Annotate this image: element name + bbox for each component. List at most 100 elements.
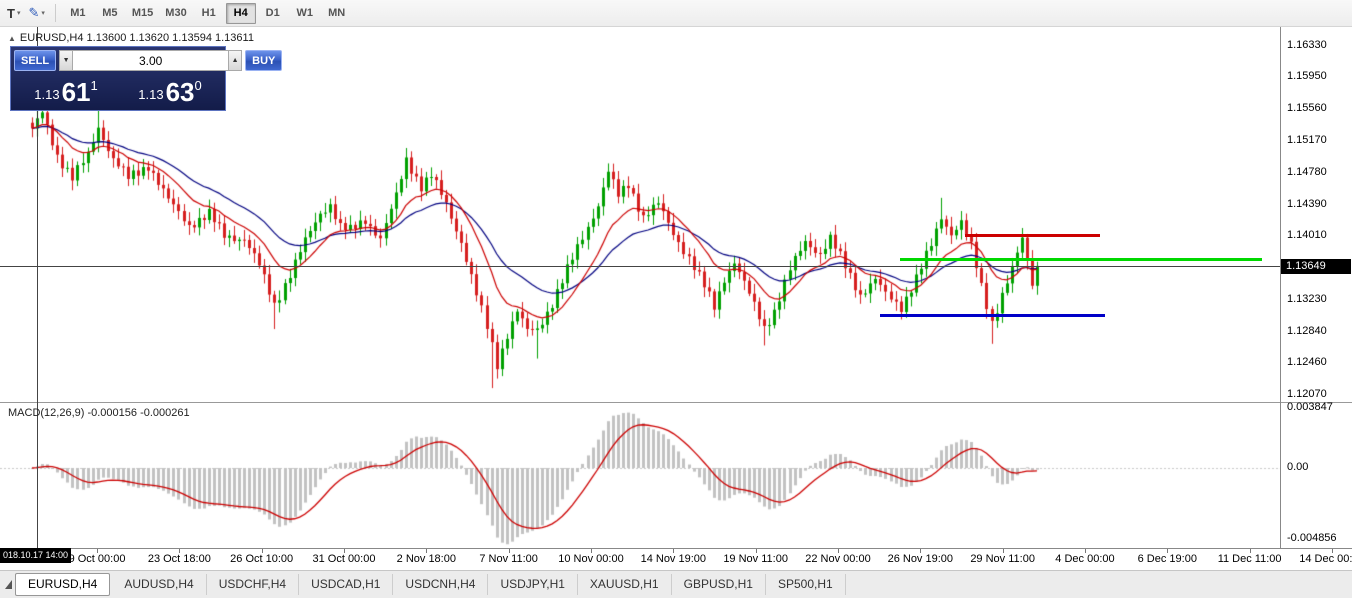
volume-decrease-button[interactable]: ▼ xyxy=(59,50,74,71)
price-axis-label: 1.14390 xyxy=(1287,198,1327,211)
timeframe-button-m5[interactable]: M5 xyxy=(102,6,118,19)
bid-prefix: 1.13 xyxy=(34,87,60,102)
crosshair-hline xyxy=(0,266,1280,267)
price-axis-label: 1.12840 xyxy=(1287,325,1327,338)
crosshair-date-badge: 018.10.17 14:00 xyxy=(0,548,72,563)
ask-prefix: 1.13 xyxy=(138,87,164,102)
time-axis-label: 29 Nov 11:00 xyxy=(970,553,1035,565)
macd-axis-label: 0.003847 xyxy=(1287,400,1333,413)
volume-field: ▼ ▲ xyxy=(59,50,243,71)
chart-ohlc-text: EURUSD,H4 1.13600 1.13620 1.13594 1.1361… xyxy=(19,32,254,44)
time-axis-label: 10 Nov 00:00 xyxy=(558,553,624,565)
chart-tab-gbpusd[interactable]: GBPUSD,H1 xyxy=(672,574,766,595)
pointer-tool-icon: T xyxy=(7,5,15,21)
timeframe-button-m30[interactable]: M30 xyxy=(165,6,187,19)
draw-tool-icon: ✎ xyxy=(28,5,40,20)
bid-pip-digit: 1 xyxy=(90,78,98,93)
bid-big-digits: 61 xyxy=(61,77,91,107)
time-axis-label: 14 Dec 00:00 xyxy=(1299,553,1352,565)
timeframe-button-h4[interactable]: H4 xyxy=(225,2,256,24)
price-axis[interactable]: 1.13649 1.16330 1.15950 1.15560 1.15170 1.14… xyxy=(1281,27,1352,548)
time-axis-label: 2 Nov 18:00 xyxy=(396,553,456,565)
bid-price: 1.13 61 1 xyxy=(14,71,118,107)
chart-tab-xauusd[interactable]: XAUUSD,H1 xyxy=(578,574,672,595)
time-axis-label: 6 Dec 19:00 xyxy=(1137,553,1197,565)
panel-splitter[interactable] xyxy=(0,402,1352,403)
time-axis-tick xyxy=(1003,549,1004,553)
timeframe-button-m15[interactable]: M15 xyxy=(131,6,154,19)
support-line[interactable] xyxy=(880,314,1105,317)
ask-price: 1.13 63 0 xyxy=(118,71,222,107)
tabs-bar: EURUSD,H4 AUDUSD,H4 USDCHF,H4 USDCAD,H1 USDC… xyxy=(0,570,1352,598)
price-axis-label: 1.15170 xyxy=(1287,134,1327,147)
timeframe-button-d1[interactable]: D1 xyxy=(265,6,280,19)
resistance-line[interactable] xyxy=(965,234,1100,237)
timeframe-button-w1[interactable]: W1 xyxy=(296,6,313,19)
sell-button[interactable]: SELL xyxy=(14,50,57,71)
volume-input[interactable] xyxy=(73,50,229,71)
time-axis-label: 4 Dec 00:00 xyxy=(1055,553,1115,565)
timeframe-button-mn[interactable]: MN xyxy=(328,6,346,19)
ask-big-digits: 63 xyxy=(165,77,195,107)
time-axis-label: 26 Oct 10:00 xyxy=(230,553,294,565)
chart-tab-usdcnh[interactable]: USDCNH,H4 xyxy=(393,574,489,595)
time-axis-tick xyxy=(509,549,510,553)
time-axis-label: 31 Oct 00:00 xyxy=(312,553,376,565)
tab-scroll-icon[interactable] xyxy=(5,580,12,589)
chart-tab-audusd[interactable]: AUDUSD,H4 xyxy=(112,574,207,595)
chart-tab-eurusd[interactable]: EURUSD,H4 xyxy=(15,573,111,596)
time-axis-tick xyxy=(920,549,921,553)
timeframe-bar: M1 M5 M15 M30 H1 H4 D1 W1 MN xyxy=(62,2,353,24)
buy-button[interactable]: BUY xyxy=(245,50,283,71)
price-axis-label: 1.16330 xyxy=(1287,39,1327,52)
chart-tab-usdchf[interactable]: USDCHF,H4 xyxy=(207,574,300,595)
price-axis-label: 1.13230 xyxy=(1287,293,1327,306)
time-axis-tick xyxy=(1250,549,1251,553)
time-axis[interactable]: 9 Oct 00:00 23 Oct 18:00 26 Oct 10:00 31 Oc… xyxy=(0,549,1352,570)
time-axis-tick xyxy=(1085,549,1086,553)
ask-pip-digit: 0 xyxy=(194,78,202,93)
caret-down-icon: ▾ xyxy=(41,10,45,17)
time-axis-label: 14 Nov 19:00 xyxy=(640,553,707,565)
time-axis-tick xyxy=(179,549,180,553)
time-axis-label: 9 Oct 00:00 xyxy=(68,553,126,565)
time-axis-tick xyxy=(756,549,757,553)
volume-increase-button[interactable]: ▲ xyxy=(228,50,243,71)
chart-tab-usdcad[interactable]: USDCAD,H1 xyxy=(299,574,394,595)
timeframe-button-h1[interactable]: H1 xyxy=(201,6,216,19)
time-axis-tick xyxy=(97,549,98,553)
price-axis-label: 1.12070 xyxy=(1287,388,1327,401)
time-axis-tick xyxy=(344,549,345,553)
current-level-line[interactable] xyxy=(900,258,1262,261)
draw-tool-button[interactable]: ✎ ▾ xyxy=(25,3,47,24)
macd-indicator-canvas[interactable] xyxy=(0,403,1281,548)
chart-tab-sp500[interactable]: SP500,H1 xyxy=(766,574,846,595)
price-axis-label: 1.15560 xyxy=(1287,102,1327,115)
price-axis-label: 1.14780 xyxy=(1287,166,1327,179)
time-axis-label: 19 Nov 11:00 xyxy=(723,553,788,565)
top-toolbar: T ▾ ✎ ▾ M1 M5 M15 M30 H1 H4 D1 W1 MN xyxy=(0,0,1352,27)
macd-axis-label: 0.00 xyxy=(1287,461,1309,473)
price-axis-label: 1.15950 xyxy=(1287,70,1327,83)
one-click-trading-panel: SELL ▼ ▲ BUY 1.13 61 1 1.13 63 0 xyxy=(10,46,283,111)
price-axis-label: 1.12460 xyxy=(1287,356,1327,369)
time-axis-tick xyxy=(426,549,427,553)
time-axis-tick xyxy=(673,549,674,553)
caret-down-icon: ▾ xyxy=(16,10,21,17)
time-axis-tick xyxy=(1332,549,1333,553)
macd-axis-label: -0.004856 xyxy=(1287,532,1337,544)
price-axis-label: 1.14010 xyxy=(1287,229,1327,242)
time-axis-tick xyxy=(838,549,839,553)
pointer-tool-button[interactable]: T ▾ xyxy=(4,3,23,24)
timeframe-button-m1[interactable]: M1 xyxy=(70,6,86,19)
time-axis-label: 26 Nov 19:00 xyxy=(887,553,954,565)
time-axis-tick xyxy=(262,549,263,553)
time-axis-border xyxy=(0,548,1352,549)
time-axis-label: 7 Nov 11:00 xyxy=(479,553,538,565)
chart-tab-usdjpy[interactable]: USDJPY,H1 xyxy=(488,574,578,595)
time-axis-label: 11 Dec 11:00 xyxy=(1217,553,1282,565)
price-axis-border xyxy=(1280,27,1281,548)
time-axis-tick xyxy=(1167,549,1168,553)
time-axis-tick xyxy=(591,549,592,553)
